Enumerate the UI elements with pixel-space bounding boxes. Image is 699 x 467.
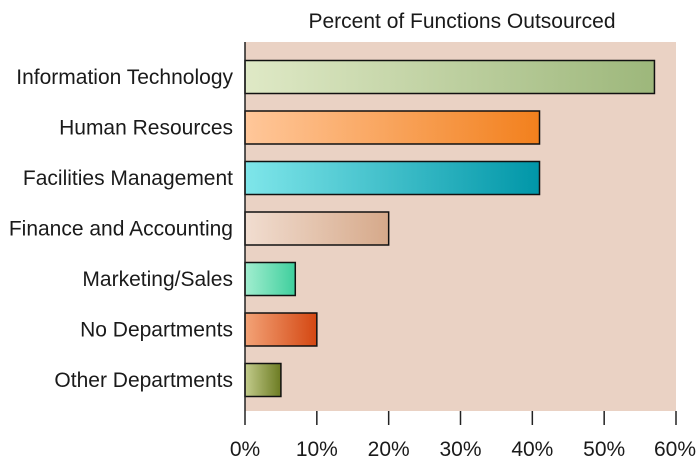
bar-information-technology	[244, 59, 656, 95]
category-label: Other Departments	[54, 369, 233, 392]
bar-no-departments	[244, 312, 318, 347]
category-label: Finance and Accounting	[9, 218, 233, 241]
x-tick-label: 20%	[368, 438, 410, 461]
x-tick-label: 60%	[654, 438, 696, 461]
category-label: Information Technology	[16, 66, 233, 89]
bars-group	[244, 59, 656, 398]
bar-finance-and-accounting	[244, 211, 390, 246]
x-tick-label: 10%	[296, 438, 338, 461]
bar-marketing-sales	[244, 261, 297, 297]
category-label: Human Resources	[59, 117, 233, 140]
category-label: No Departments	[80, 319, 233, 342]
bar-facilities-management	[244, 160, 541, 196]
category-label: Facilities Management	[23, 167, 233, 190]
x-tick-label: 40%	[511, 438, 553, 461]
x-axis-ticks-group: 0% 10% 20% 30% 40% 50% 60%	[230, 411, 696, 461]
x-tick-label: 50%	[583, 438, 625, 461]
x-tick-label: 30%	[439, 438, 481, 461]
chart-title: Percent of Functions Outsourced	[309, 10, 616, 33]
x-tick-label: 0%	[230, 438, 260, 461]
category-label: Marketing/Sales	[82, 268, 233, 291]
bar-human-resources	[244, 110, 541, 145]
category-labels-group: Information Technology Human Resources Fac…	[9, 66, 234, 392]
bar-other-departments	[244, 362, 282, 398]
